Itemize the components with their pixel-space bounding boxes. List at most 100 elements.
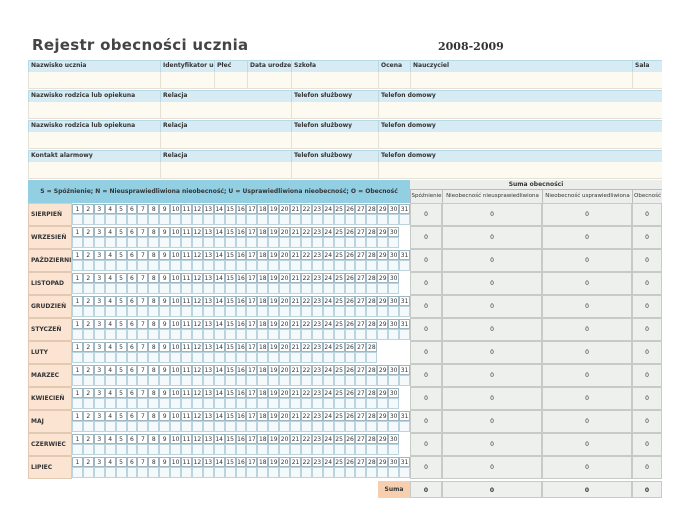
day-entry (72, 375, 83, 386)
day-number: 2 (83, 250, 94, 260)
day-number: 27 (355, 319, 366, 329)
day-entry (203, 398, 214, 409)
month-total: 0 (542, 341, 632, 364)
day-entry (170, 421, 181, 432)
day-number: 9 (159, 388, 170, 398)
day-number: 31 (399, 457, 410, 467)
day-number: 4 (105, 227, 116, 237)
day-entry (203, 237, 214, 248)
day-entry (268, 467, 279, 478)
month-total: 0 (442, 364, 542, 387)
day-entry (323, 375, 334, 386)
day-entry (290, 329, 301, 340)
month-total: 0 (542, 456, 632, 479)
day-number: 30 (388, 296, 399, 306)
day-entry (279, 260, 290, 271)
day-number: 6 (127, 319, 138, 329)
day-number: 24 (323, 319, 334, 329)
day-number: 4 (105, 365, 116, 375)
info-label: Relacja (160, 150, 291, 162)
month-total: 0 (632, 364, 662, 387)
day-entry (388, 306, 399, 317)
day-entry (192, 329, 203, 340)
month-total: 0 (632, 433, 662, 456)
day-number: 10 (170, 342, 181, 352)
day-number: 13 (203, 319, 214, 329)
day-number: 20 (279, 250, 290, 260)
day-entry (377, 467, 388, 478)
day-number: 2 (83, 204, 94, 214)
day-entry (279, 421, 290, 432)
day-number: 14 (214, 227, 225, 237)
day-number: 22 (301, 250, 312, 260)
day-entry (355, 444, 366, 455)
day-number: 18 (257, 388, 268, 398)
day-number: 3 (94, 342, 105, 352)
day-entry (279, 375, 290, 386)
day-entry (355, 352, 366, 363)
day-entry (377, 214, 388, 225)
day-number: 4 (105, 296, 116, 306)
day-number: 29 (377, 319, 388, 329)
day-number: 28 (366, 250, 377, 260)
day-entry (236, 283, 247, 294)
day-entry (225, 352, 236, 363)
day-entry (236, 444, 247, 455)
day-number: 18 (257, 434, 268, 444)
info-field (247, 72, 291, 89)
day-entry (137, 352, 148, 363)
day-number: 2 (83, 457, 94, 467)
day-entry (148, 375, 159, 386)
day-entry (301, 444, 312, 455)
month-total: 0 (632, 387, 662, 410)
day-entry (192, 398, 203, 409)
day-number: 16 (236, 250, 247, 260)
day-number: 6 (127, 411, 138, 421)
day-entry (345, 260, 356, 271)
day-number: 7 (137, 273, 148, 283)
day-number: 12 (192, 204, 203, 214)
day-number: 13 (203, 250, 214, 260)
month-total: 0 (410, 364, 442, 387)
day-entry (94, 329, 105, 340)
day-number: 21 (290, 273, 301, 283)
summary-column: Obecność (632, 190, 662, 203)
day-entry (257, 467, 268, 478)
day-entry (257, 306, 268, 317)
day-number: 6 (127, 227, 138, 237)
day-entry (116, 421, 127, 432)
day-number: 14 (214, 365, 225, 375)
day-number: 23 (312, 273, 323, 283)
day-number: 16 (236, 273, 247, 283)
info-field (28, 102, 160, 119)
day-entry (159, 444, 170, 455)
day-entry (257, 398, 268, 409)
day-number: 8 (148, 273, 159, 283)
day-entry (355, 421, 366, 432)
day-entry (192, 375, 203, 386)
day-number: 10 (170, 273, 181, 283)
day-number: 30 (388, 457, 399, 467)
day-number: 26 (345, 434, 356, 444)
day-entry (94, 467, 105, 478)
day-entry (377, 421, 388, 432)
day-entry (366, 237, 377, 248)
day-entry (105, 214, 116, 225)
day-entry (72, 352, 83, 363)
day-entry (181, 421, 192, 432)
day-number: 16 (236, 388, 247, 398)
month-total: 0 (542, 295, 632, 318)
day-number: 29 (377, 204, 388, 214)
day-number: 19 (268, 204, 279, 214)
day-number: 17 (246, 342, 257, 352)
day-number: 1 (72, 388, 83, 398)
day-entry (137, 444, 148, 455)
day-entry (127, 237, 138, 248)
day-number: 25 (334, 365, 345, 375)
day-number: 15 (225, 227, 236, 237)
day-entry (181, 283, 192, 294)
month-total: 0 (542, 410, 632, 433)
day-entry (323, 283, 334, 294)
day-number: 10 (170, 457, 181, 467)
